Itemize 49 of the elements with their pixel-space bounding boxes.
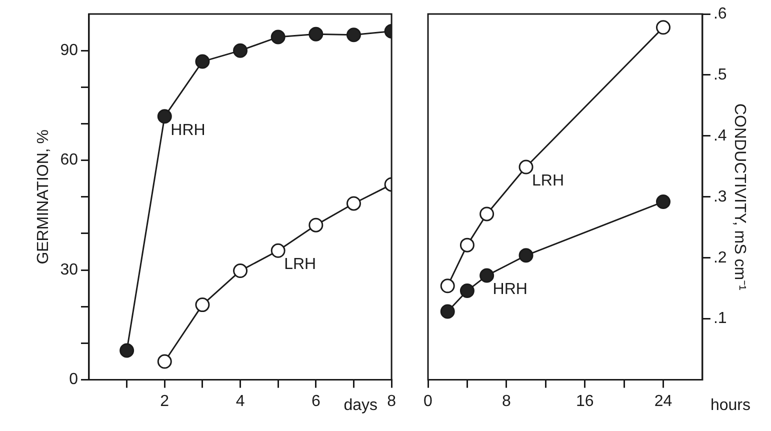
series-label: LRH [532, 172, 564, 190]
x-tick-label: 16 [576, 392, 594, 410]
point [460, 284, 474, 298]
point [270, 30, 286, 44]
point [460, 238, 474, 252]
point [308, 26, 324, 42]
point [195, 54, 210, 69]
y-tick-label: 0 [69, 371, 78, 388]
x-tick-label: 8 [502, 392, 511, 410]
point [346, 196, 361, 211]
point [480, 268, 494, 283]
x-tick-label: 2 [160, 392, 170, 410]
point [195, 298, 210, 312]
point [233, 43, 248, 58]
point [518, 248, 534, 263]
y2-tick-label: .3 [713, 188, 727, 206]
y2-axis-title: CONDUCTIVITY, mS cm⁻¹ [730, 103, 748, 290]
y-tick-label: 90 [60, 42, 78, 59]
annotation: HRH [170, 122, 206, 139]
x-tick-label: 6 [311, 392, 320, 410]
y2-tick-label: .5 [713, 66, 727, 84]
point [157, 354, 172, 369]
point [480, 206, 494, 222]
x-tick-label: 0 [424, 392, 433, 410]
x-axis-title: days [344, 397, 378, 414]
point [308, 218, 324, 232]
y2-tick-label: .4 [713, 127, 727, 144]
point [120, 343, 134, 358]
x-tick-label: 4 [236, 392, 245, 410]
point [157, 109, 172, 124]
y2-tick-label: .1 [713, 310, 727, 328]
annotation: LRH [284, 256, 316, 274]
point [440, 304, 455, 319]
y-tick-label: 30 [60, 261, 78, 278]
x-tick-label: 24 [654, 392, 672, 410]
point [656, 20, 670, 35]
x-axis-title: hours [710, 397, 750, 414]
point [440, 278, 455, 294]
point [233, 264, 248, 278]
point [656, 194, 670, 210]
x-tick-label: 8 [387, 392, 396, 410]
series-label: HRH [492, 280, 528, 298]
point [270, 243, 286, 258]
y2-tick-label: .2 [713, 249, 727, 266]
y-tick-label: 60 [60, 152, 78, 169]
y-axis-title: GERMINATION, % [35, 129, 52, 264]
y2-tick-label: .6 [713, 5, 727, 22]
point [346, 28, 361, 42]
point [518, 160, 534, 174]
